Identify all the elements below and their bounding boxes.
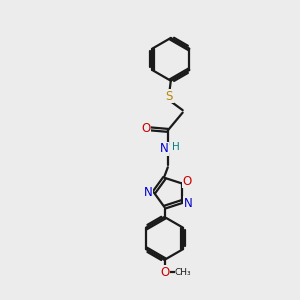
Text: O: O bbox=[160, 266, 169, 279]
Text: N: N bbox=[160, 142, 168, 155]
Text: N: N bbox=[183, 196, 192, 210]
Text: CH₃: CH₃ bbox=[175, 268, 192, 277]
Text: O: O bbox=[141, 122, 150, 135]
Text: N: N bbox=[143, 186, 152, 199]
Text: O: O bbox=[182, 175, 192, 188]
Text: S: S bbox=[166, 90, 173, 103]
Text: H: H bbox=[172, 142, 180, 152]
